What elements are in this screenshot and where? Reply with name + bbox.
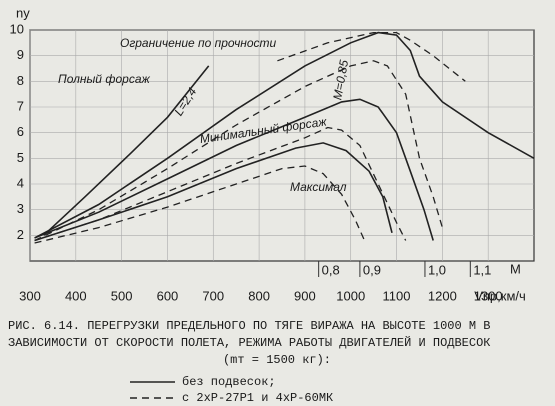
series-line [34, 165, 366, 244]
series-line [43, 65, 210, 236]
x-axis-label: Vпр,км/ч [474, 288, 526, 303]
annotation: Максимал [290, 180, 347, 194]
x-tick-label: 900 [294, 288, 316, 303]
series-line [34, 31, 535, 239]
series-line [34, 98, 434, 241]
y-tick-label: 7 [17, 98, 24, 113]
legend-label: без подвесок; [182, 375, 276, 389]
annotation: Ограничение по прочности [120, 36, 277, 50]
legend-label: с 2хР-27Р1 и 4хР-60МК [182, 391, 333, 405]
x-tick-label: 1000 [336, 288, 365, 303]
x-tick-label: 500 [111, 288, 133, 303]
mach-tick-label: 0,8 [322, 262, 340, 277]
plot-frame [29, 29, 535, 262]
x-tick-label: 600 [157, 288, 179, 303]
series-line [277, 31, 466, 82]
y-tick-label: 5 [17, 150, 24, 165]
annotation: Минимальный форсаж [199, 114, 328, 146]
mach-label: M [510, 261, 521, 276]
x-tick-label: 800 [248, 288, 270, 303]
series-line [34, 126, 407, 242]
y-tick-label: 2 [17, 227, 24, 242]
series-line [34, 60, 444, 242]
caption-line: ЗАВИСИМОСТИ ОТ СКОРОСТИ ПОЛЕТА, РЕЖИМА Р… [8, 335, 490, 350]
y-tick-label: 6 [17, 124, 24, 139]
mach-tick-label: 0,9 [363, 262, 381, 277]
series-line [34, 142, 393, 242]
x-tick-label: 1300 [474, 288, 503, 303]
x-tick-label: 1100 [383, 288, 411, 303]
annotation: M=0,85 [330, 59, 351, 101]
y-axis-label: nу [16, 5, 30, 20]
x-tick-label: 400 [65, 288, 87, 303]
x-tick-label: 300 [19, 288, 41, 303]
annotation: Полный форсаж [58, 72, 150, 86]
annotation: L=2,4 [171, 85, 199, 118]
x-tick-label: 1200 [428, 288, 457, 303]
mach-tick-label: 1,1 [473, 262, 491, 277]
y-tick-label: 4 [17, 175, 24, 190]
caption-line: РИС. 6.14. ПЕРЕГРУЗКИ ПРЕДЕЛЬНОГО ПО ТЯГ… [8, 319, 490, 333]
y-tick-label: 10 [10, 21, 24, 36]
x-tick-label: 700 [202, 288, 224, 303]
y-tick-label: 9 [17, 47, 24, 62]
mach-tick-label: 1,0 [428, 262, 446, 277]
y-tick-label: 8 [17, 73, 24, 88]
caption-line: (mт = 1500 кг): [223, 353, 331, 367]
y-tick-label: 3 [17, 201, 24, 216]
